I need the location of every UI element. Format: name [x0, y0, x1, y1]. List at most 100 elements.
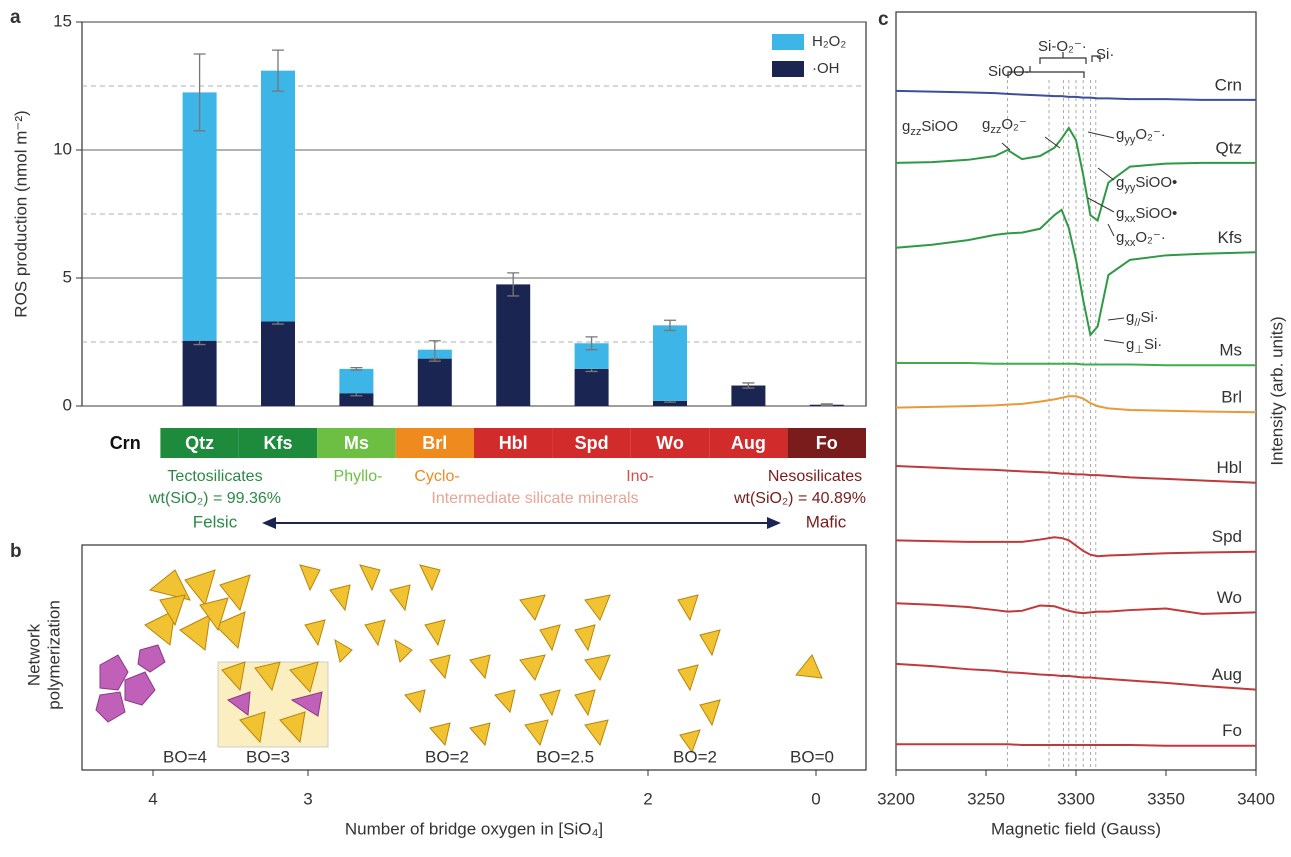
y-axis-label: Intensity (arb. units) — [1267, 316, 1286, 465]
annotation-sub: xx — [1124, 237, 1136, 249]
bar-segment — [575, 369, 609, 406]
annotation: g//Si· — [1126, 309, 1159, 329]
legend-swatch — [772, 61, 804, 77]
annotation-arrow — [1104, 340, 1124, 343]
annotation-base: Si-O₂⁻· — [1038, 38, 1087, 55]
annotation-arrow — [1098, 168, 1114, 180]
series-label: Crn — [1215, 75, 1242, 94]
category-label: Crn — [110, 433, 141, 453]
annotation-arrow — [1002, 143, 1010, 150]
arrow-head — [767, 517, 781, 529]
annotation-sub: ⊥ — [1134, 344, 1144, 356]
bar-segment — [653, 325, 687, 401]
bar-segment — [261, 322, 295, 406]
y-tick-label: 5 — [63, 267, 72, 286]
annotation-tail: O₂⁻· — [1135, 229, 1165, 246]
class-label: Intermediate silicate minerals — [431, 490, 638, 507]
x-tick-label: 0 — [811, 789, 820, 808]
legend-label: ·OH — [812, 60, 840, 77]
y-tick-label: 15 — [53, 11, 72, 30]
framework-structure — [145, 570, 250, 650]
annotation-tail: Si· — [1144, 336, 1162, 353]
annotation: Si-O₂⁻· — [1038, 38, 1087, 55]
series-label: Kfs — [1217, 228, 1242, 247]
class-label: Cyclo- — [414, 468, 459, 485]
series-label: Ms — [1219, 341, 1242, 360]
annotation-base: g — [982, 116, 990, 133]
y-tick-label: 10 — [53, 139, 72, 158]
y-axis-label: ROS production (nmol m⁻²) — [11, 110, 30, 317]
category-label: Wo — [656, 433, 684, 453]
x-tick-label: 3400 — [1237, 789, 1275, 808]
y-axis-label: Network — [24, 623, 43, 686]
annotation: Si· — [1096, 46, 1114, 63]
x-tick-label: 3200 — [877, 789, 915, 808]
annotation-tail: SiOO — [921, 118, 958, 135]
annotation-arrow — [1088, 132, 1114, 138]
annotation-base: g — [1116, 229, 1124, 246]
spectrum-line — [896, 664, 1256, 690]
x-tick-label: 4 — [148, 789, 157, 808]
annotation-sub: zz — [910, 126, 921, 138]
annotation-sub: yy — [1124, 134, 1136, 146]
annotation-arrow — [1108, 224, 1114, 236]
x-tick-label: 3300 — [1057, 789, 1095, 808]
structure-label: BO=2 — [425, 747, 469, 766]
series-label: Wo — [1217, 588, 1242, 607]
series-label: Hbl — [1216, 458, 1242, 477]
structure-label: BO=4 — [163, 747, 207, 766]
annotation-sub: xx — [1124, 213, 1136, 225]
annotation: gzzO₂⁻ — [982, 116, 1027, 136]
x-tick-label: 3350 — [1147, 789, 1185, 808]
bar-segment — [496, 284, 530, 406]
structure-label: BO=0 — [790, 747, 834, 766]
figure: a ROS production (nmol m⁻²) b — [0, 0, 1291, 857]
layer-structure — [218, 662, 328, 747]
annotation: SiOO· — [988, 63, 1030, 80]
class-label: Ino- — [626, 468, 654, 485]
legend-swatch — [772, 34, 804, 50]
x-axis-label: Number of bridge oxygen in [SiO₄] — [345, 819, 603, 838]
bar-segment — [339, 369, 373, 393]
category-label: Brl — [422, 433, 447, 453]
series-label: Spd — [1212, 527, 1242, 546]
y-tick-label: 0 — [63, 395, 72, 414]
annotation-base: Si· — [1096, 46, 1114, 63]
category-label: Qtz — [185, 433, 214, 453]
x-tick-label: 3 — [303, 789, 312, 808]
structures — [96, 565, 822, 752]
class-label: Phyllo- — [334, 468, 383, 485]
double-chain — [520, 595, 610, 745]
category-label: Aug — [731, 433, 766, 453]
annotation-sub: yy — [1124, 182, 1136, 194]
single-chain — [678, 595, 720, 752]
category-label: Hbl — [499, 433, 528, 453]
annotation-base: SiOO· — [988, 63, 1030, 80]
arrow-head — [262, 517, 276, 529]
annotation: gyyO₂⁻· — [1116, 126, 1166, 146]
structure-label: BO=2 — [673, 747, 717, 766]
series-label: Aug — [1212, 665, 1242, 684]
panel-label: b — [10, 541, 22, 562]
isolated-tetrahedron — [796, 655, 822, 678]
annotation-arrow — [1108, 318, 1124, 320]
class-label: wt(SiO₂) = 40.89% — [733, 490, 866, 507]
annotation-tail: Si· — [1140, 309, 1158, 326]
annotation: gyySiOO• — [1116, 174, 1177, 194]
category-label: Kfs — [263, 433, 292, 453]
bar-segment — [183, 341, 217, 406]
annotation-tail: SiOO• — [1135, 205, 1177, 222]
annotation-tail: SiOO• — [1135, 174, 1177, 191]
annotation-tail: O₂⁻ — [1001, 116, 1026, 133]
annotation-base: g — [902, 118, 910, 135]
spectrum-line — [896, 537, 1256, 556]
ring-structure — [405, 655, 515, 745]
annotation: g⊥Si· — [1126, 336, 1162, 356]
series-label: Brl — [1221, 388, 1242, 407]
category-label: Spd — [575, 433, 609, 453]
category-label: Ms — [344, 433, 369, 453]
annotation: gxxSiOO• — [1116, 205, 1177, 225]
felsic-label: Felsic — [193, 512, 238, 531]
annotation-tail: O₂⁻· — [1135, 126, 1165, 143]
annotation-base: g — [1126, 336, 1134, 353]
